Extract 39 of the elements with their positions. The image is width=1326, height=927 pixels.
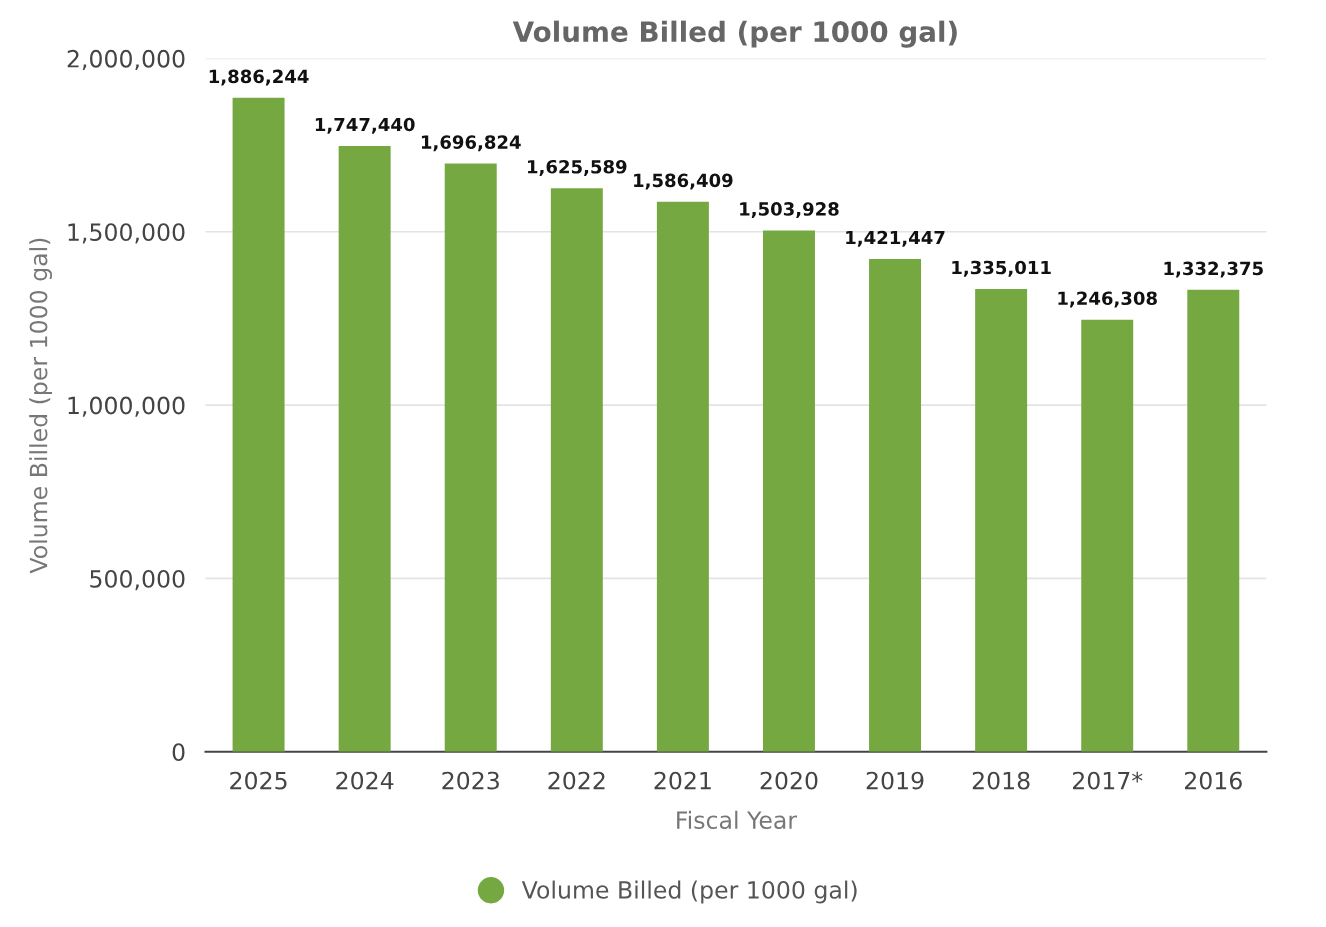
- x-tick-label: 2022: [548, 771, 605, 790]
- bar: [1081, 319, 1134, 752]
- x-tick-label: 2020: [760, 771, 818, 790]
- data-label: 1,503,928: [740, 202, 839, 219]
- data-label: 1,625,589: [528, 159, 627, 176]
- bar: [975, 288, 1028, 752]
- x-tick-label: 2016: [1184, 771, 1242, 790]
- y-tick-label: 1,500,000: [68, 223, 185, 244]
- y-tick-label: 2,000,000: [67, 49, 185, 71]
- bar: [550, 188, 603, 752]
- y-tick-label: 500,000: [90, 569, 185, 591]
- data-label: 1,335,011: [952, 260, 1051, 277]
- data-label: 1,246,308: [1058, 291, 1157, 308]
- data-label: 1,696,824: [421, 135, 521, 152]
- x-tick-label: 2019: [866, 771, 924, 790]
- bar: [762, 230, 815, 752]
- x-tick-label: 2021: [654, 771, 711, 790]
- data-label: 1,886,244: [209, 69, 309, 86]
- bar: [1187, 289, 1240, 752]
- legend-label: Volume Billed (per 1000 gal): [521, 880, 857, 904]
- x-axis-title: Fiscal Year: [677, 810, 798, 830]
- x-tick-label: 2025: [230, 771, 287, 790]
- x-tick-label: 2018: [972, 771, 1030, 790]
- y-tick-label: 1,000,000: [68, 396, 185, 417]
- x-tick-label: 2017*: [1072, 771, 1143, 790]
- data-label: 1,747,440: [315, 117, 415, 134]
- bar: [869, 258, 922, 752]
- data-label: 1,421,447: [846, 230, 945, 247]
- bar: [444, 163, 497, 752]
- bar: [338, 145, 391, 752]
- data-label: 1,586,409: [634, 173, 733, 190]
- x-tick-label: 2023: [442, 771, 499, 790]
- y-axis-title: Volume Billed (per 1000 gal): [29, 238, 53, 574]
- x-tick-label: 2024: [336, 771, 394, 790]
- y-tick-label: 0: [172, 743, 185, 762]
- data-label: 1,332,375: [1164, 261, 1263, 278]
- chart-title: Volume Billed (per 1000 gal): [512, 20, 957, 48]
- bar: [656, 201, 709, 752]
- bar: [232, 97, 285, 752]
